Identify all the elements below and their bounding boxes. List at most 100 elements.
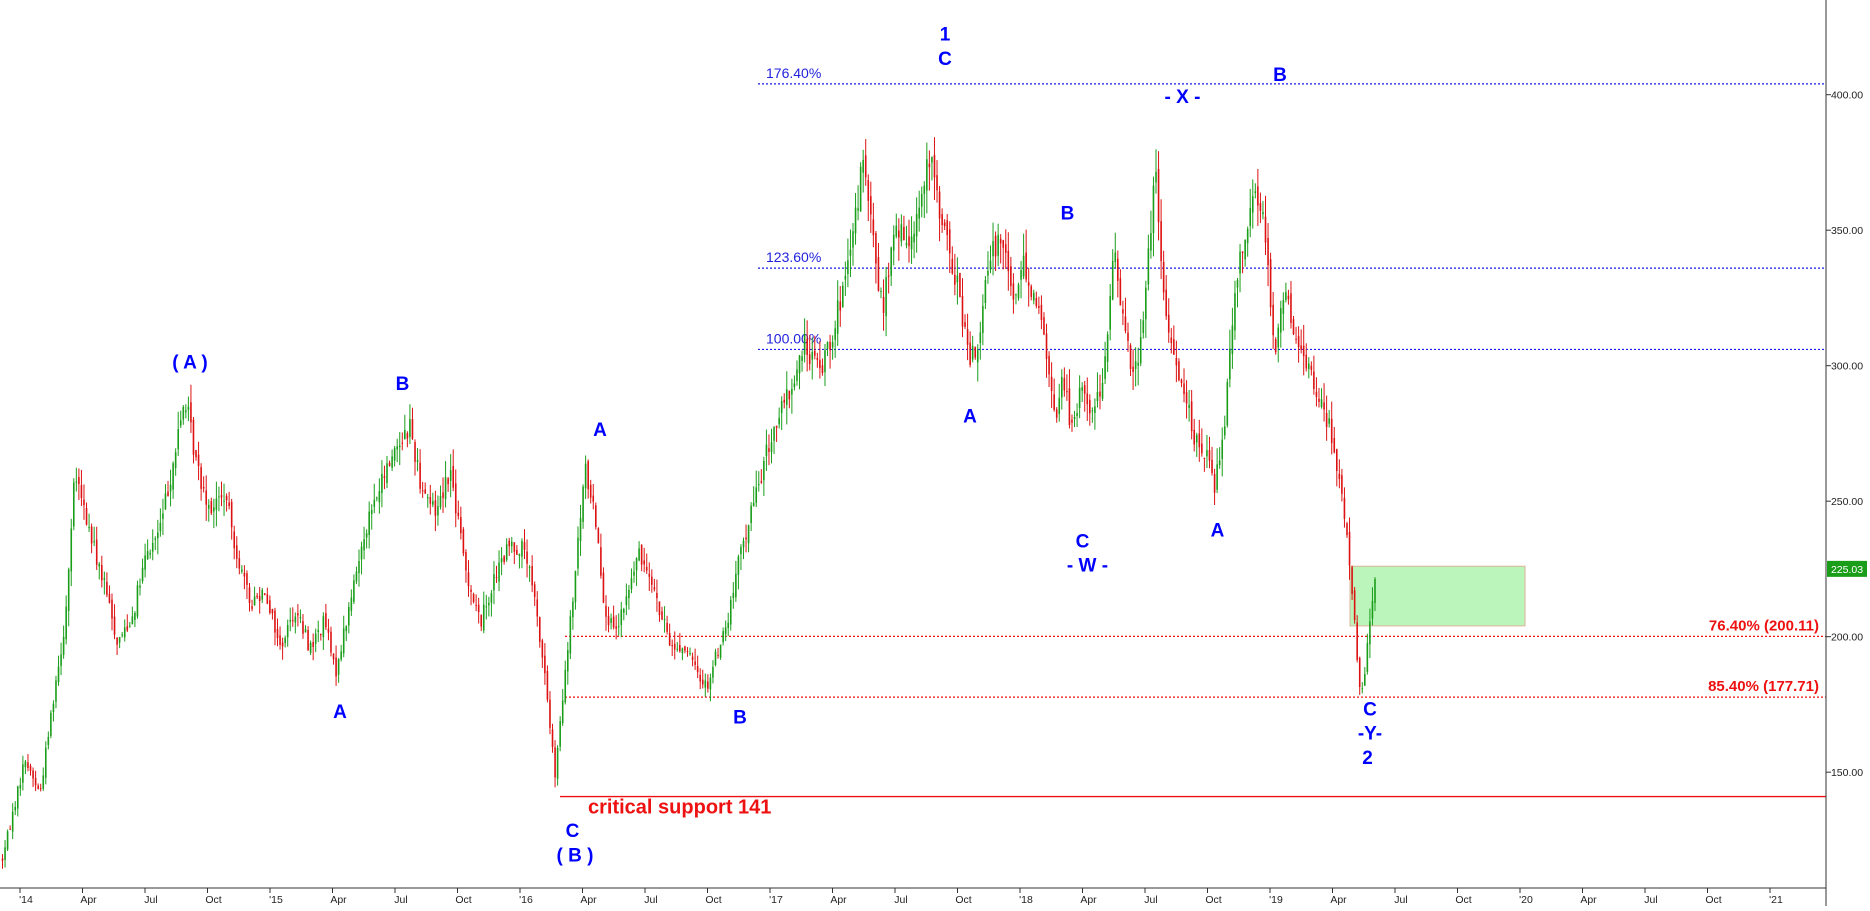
candle-body [1089, 399, 1091, 414]
candle-body [271, 608, 274, 614]
candle-body [783, 399, 786, 403]
candle-body [638, 548, 640, 561]
candle-body [696, 665, 699, 673]
candle-body [778, 417, 780, 425]
candle-body [149, 552, 151, 555]
candle-body [1078, 387, 1081, 408]
candle-body [617, 626, 620, 628]
candle-body [1099, 391, 1101, 397]
candle-body [414, 442, 416, 462]
candle-body [1190, 401, 1193, 432]
candle-body [1213, 473, 1216, 493]
candle-body [1127, 332, 1129, 341]
candle-body [724, 627, 727, 635]
x-tick-label: Jul [644, 894, 657, 906]
candle-body [1050, 376, 1053, 391]
x-tick-label: Oct [1455, 894, 1471, 906]
candle-body [887, 275, 890, 277]
candle-body [1315, 391, 1318, 397]
candle-body [673, 643, 676, 650]
candle-body [704, 680, 707, 688]
candle-body [895, 225, 898, 237]
candle-body [1195, 434, 1198, 443]
x-tick-label: Jul [394, 894, 407, 906]
candle-body [653, 587, 656, 590]
candle-body [859, 166, 862, 212]
candle-body [482, 604, 485, 631]
candle-body [1290, 293, 1292, 323]
candle-body [791, 388, 793, 395]
candle-body [477, 604, 480, 613]
candle-body [709, 677, 712, 690]
candle-body [826, 342, 829, 349]
candle-body [740, 546, 742, 555]
candle-body [918, 207, 920, 219]
candle-body [546, 671, 549, 700]
candle-body [806, 338, 808, 355]
candle-body [210, 501, 213, 514]
candle-body [847, 260, 849, 274]
candle-body [1109, 296, 1111, 330]
candle-body [1206, 450, 1208, 457]
candle-body [775, 425, 778, 428]
candle-body [684, 646, 686, 651]
candle-body [27, 762, 29, 768]
candle-body [241, 569, 243, 572]
candle-body [620, 609, 623, 626]
candle-body [1106, 334, 1109, 362]
candle-body [9, 828, 11, 830]
candle-body [307, 630, 309, 651]
candle-body [353, 580, 355, 602]
wave-label: 1 [940, 25, 951, 46]
candle-body [890, 247, 892, 276]
candle-body [760, 481, 763, 483]
candle-body [801, 356, 803, 362]
candle-body [630, 578, 633, 590]
candle-body [880, 290, 882, 292]
candle-body [24, 761, 27, 768]
candle-body [235, 545, 238, 559]
candle-body [472, 593, 475, 603]
candle-body [1305, 354, 1308, 369]
x-tick-label: '20 [1519, 894, 1533, 906]
candle-body [1211, 459, 1213, 474]
candle-body [1341, 475, 1343, 494]
candle-body [984, 280, 987, 304]
candle-body [370, 509, 373, 515]
candle-body [151, 543, 154, 552]
candle-body [228, 502, 230, 507]
candle-body [742, 540, 745, 548]
candle-body [1282, 299, 1285, 314]
candle-body [1162, 262, 1165, 293]
candle-body [393, 448, 396, 461]
candle-body [910, 236, 913, 250]
x-tick-label: Jul [144, 894, 157, 906]
candle-body [434, 500, 437, 516]
candle-body [1307, 363, 1310, 369]
candle-body [816, 357, 819, 360]
candle-body [355, 571, 358, 582]
candle-body [223, 500, 225, 502]
candle-body [485, 606, 488, 608]
candle-body [956, 275, 959, 283]
candle-body [1267, 237, 1269, 266]
candle-body [465, 552, 467, 571]
candle-body [1035, 297, 1038, 307]
candle-body [612, 616, 615, 628]
candle-body [467, 572, 470, 587]
candle-body [439, 496, 442, 508]
candle-body [1223, 426, 1226, 436]
candle-body [19, 784, 22, 789]
candle-body [882, 296, 885, 313]
candle-body [1175, 357, 1178, 366]
candle-body [470, 589, 472, 592]
candle-body [1155, 171, 1157, 183]
candle-body [572, 601, 574, 618]
candle-body [299, 617, 302, 619]
candle-body [821, 365, 824, 373]
candle-body [582, 486, 584, 522]
candle-body [1071, 419, 1073, 423]
candle-body [722, 631, 724, 643]
candle-body [108, 593, 111, 603]
candle-body [892, 234, 895, 251]
